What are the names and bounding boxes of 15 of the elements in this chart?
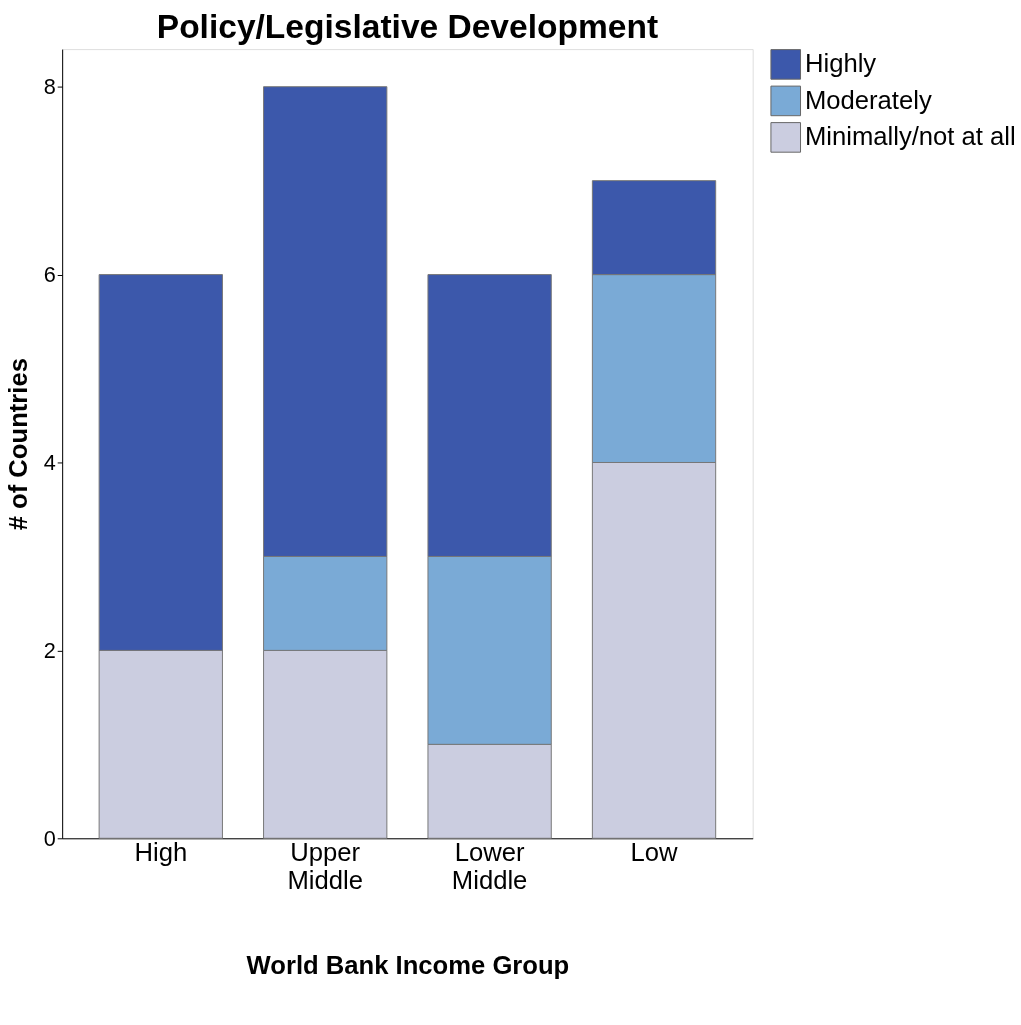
- y-tick-label: 6: [43, 261, 56, 287]
- legend-label: Highly: [804, 49, 877, 78]
- y-tick-label: 4: [43, 449, 56, 475]
- x-tick-label: Low: [630, 838, 679, 867]
- chart-title: Policy/Legislative Development: [156, 8, 659, 46]
- y-tick-label: 2: [43, 637, 56, 663]
- y-tick-label: 0: [43, 825, 56, 851]
- y-axis-title: # of Countries: [3, 358, 32, 531]
- legend-label: Moderately: [804, 85, 932, 114]
- x-axis-title: World Bank Income Group: [246, 950, 570, 979]
- x-tick-label: High: [134, 838, 188, 867]
- y-tick-label: 8: [43, 74, 56, 100]
- legend-label: Minimally/not at all: [804, 122, 1016, 151]
- x-tick-label: Lower Middle: [451, 838, 528, 895]
- x-tick-label: Upper Middle: [287, 838, 363, 895]
